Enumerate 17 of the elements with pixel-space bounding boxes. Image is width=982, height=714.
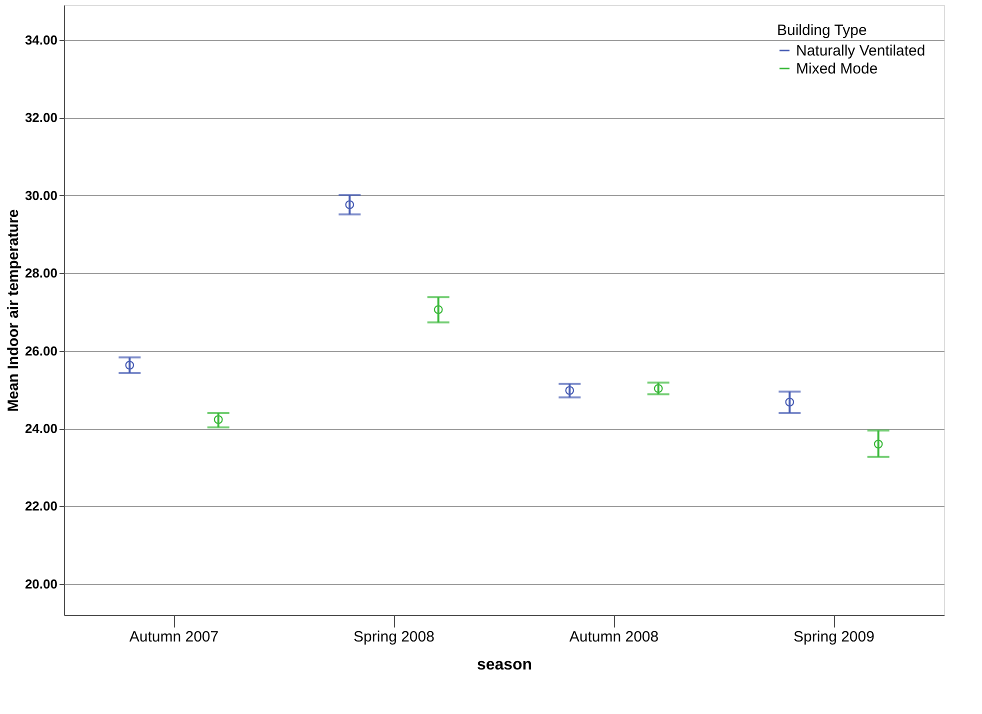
legend-title: Building Type [777, 22, 867, 39]
y-tick-label: 32.00 [24, 110, 58, 126]
legend-label: Mixed Mode [796, 60, 878, 78]
x-tick-label: Autumn 2007 [129, 628, 219, 646]
y-tick-label: 24.00 [24, 421, 58, 436]
x-tick-label: Spring 2009 [794, 628, 874, 646]
x-tick-label: Autumn 2008 [569, 628, 659, 646]
y-axis-title: Mean Indoor air temperature [4, 209, 22, 412]
y-tick-label: 20.00 [24, 576, 58, 592]
y-tick-label: 26.00 [24, 343, 58, 358]
y-tick-label: 28.00 [24, 266, 58, 281]
legend-label: Naturally Ventilated [796, 42, 926, 60]
y-tick-label: 30.00 [24, 188, 58, 203]
y-tick-label: 34.00 [24, 32, 58, 48]
x-tick-label: Spring 2008 [354, 628, 434, 646]
y-tick-label: 22.00 [24, 498, 58, 514]
x-axis-title: season [476, 656, 532, 674]
